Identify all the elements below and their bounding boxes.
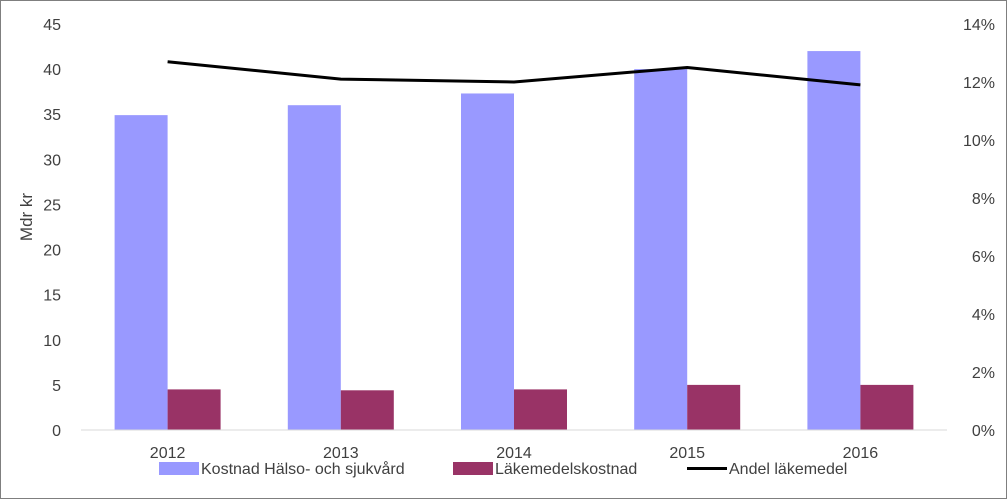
- y2-tick-label: 10%: [963, 133, 995, 150]
- y2-tick-label: 6%: [972, 249, 995, 266]
- line-andel-lakemedel: [167, 60, 861, 87]
- bar-halso-sjukvard: [287, 105, 341, 430]
- y2-tick-label: 4%: [972, 307, 995, 324]
- legend: Kostnad Hälso- och sjukvård Läkemedelskos…: [159, 460, 847, 478]
- legend-label: Kostnad Hälso- och sjukvård: [201, 460, 405, 478]
- bar-halso-sjukvard: [114, 115, 168, 430]
- legend-swatch: [159, 462, 199, 475]
- bar-lakemedel: [514, 389, 567, 430]
- y2-tick-label: 8%: [972, 191, 995, 208]
- bar-halso-sjukvard: [461, 93, 514, 431]
- axes-layer: Mdr kr 0 5 10 15 20 25 30 35 40 45 0% 2% 4% 6% 8% 10% 12…: [17, 17, 995, 462]
- y-axis-title: Mdr kr: [17, 193, 36, 242]
- bar-halso-sjukvard: [634, 69, 688, 430]
- y-tick-label: 25: [43, 197, 61, 214]
- y2-tick-label: 14%: [963, 17, 995, 34]
- x-tick-label: 2014: [496, 445, 532, 462]
- y-tick-label: 45: [43, 17, 61, 34]
- x-tick-label: 2016: [843, 445, 879, 462]
- y-tick-label: 0: [52, 423, 61, 440]
- x-tick-label: 2015: [669, 445, 705, 462]
- bars-layer: [114, 51, 914, 431]
- bar-lakemedel: [340, 390, 394, 430]
- y-tick-label: 35: [43, 107, 61, 124]
- bar-lakemedel: [860, 384, 914, 430]
- x-tick-label: 2013: [323, 445, 359, 462]
- bar-lakemedel: [167, 389, 221, 430]
- y-tick-label: 15: [43, 288, 61, 305]
- line-layer: [167, 60, 861, 87]
- legend-label: Läkemedelskostnad: [495, 461, 637, 478]
- legend-swatch: [453, 462, 493, 475]
- y2-tick-label: 0%: [972, 423, 995, 440]
- y-tick-label: 40: [43, 62, 61, 79]
- y-tick-label: 30: [43, 152, 61, 169]
- x-tick-label: 2012: [150, 445, 186, 462]
- bar-lakemedel: [687, 384, 741, 430]
- y-tick-label: 20: [43, 243, 61, 260]
- y2-tick-label: 2%: [972, 365, 995, 382]
- y-tick-label: 10: [43, 333, 61, 350]
- y2-tick-label: 12%: [963, 75, 995, 92]
- bar-halso-sjukvard: [807, 51, 861, 431]
- legend-label: Andel läkemedel: [729, 461, 847, 478]
- y-tick-label: 5: [52, 378, 61, 395]
